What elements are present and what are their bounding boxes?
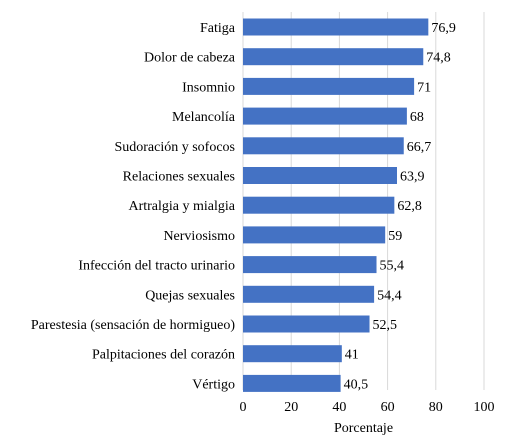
- category-label: Artralgia y mialgia: [128, 199, 235, 214]
- data-label: 74,8: [426, 51, 451, 66]
- category-label: Melancolía: [172, 110, 236, 125]
- bar: [243, 226, 386, 244]
- bar: [243, 256, 377, 274]
- bar: [243, 18, 429, 36]
- bar: [243, 77, 415, 95]
- category-label: Vértigo: [192, 377, 235, 392]
- bar: [243, 345, 342, 363]
- data-label: 63,9: [400, 170, 425, 185]
- category-label: Insomnio: [182, 80, 235, 95]
- data-label: 59: [388, 229, 402, 244]
- data-label: 76,9: [431, 21, 456, 36]
- x-tick-label: 60: [381, 400, 395, 415]
- data-label: 52,5: [373, 318, 398, 333]
- data-label: 40,5: [344, 377, 369, 392]
- x-tick-label: 100: [474, 400, 495, 415]
- x-tick-label: 80: [429, 400, 443, 415]
- category-label: Infección del tracto urinario: [78, 259, 235, 274]
- bar: [243, 167, 397, 184]
- data-label: 55,4: [380, 259, 405, 274]
- category-label: Sudoración y sofocos: [114, 140, 235, 155]
- labels: 0 20 40 60 80 100 Fatiga 76,9 Dolor de cabeza 74,…: [31, 21, 495, 415]
- bar: [243, 48, 424, 66]
- bar: [243, 196, 395, 214]
- x-tick-label: 20: [284, 400, 298, 415]
- x-tick-label: 0: [240, 400, 247, 415]
- data-label: 66,7: [407, 140, 432, 155]
- bar: [243, 137, 404, 155]
- category-label: Fatiga: [200, 21, 236, 36]
- x-tick-label: 40: [332, 400, 346, 415]
- category-label: Parestesia (sensación de hormigueo): [31, 318, 235, 333]
- data-label: 68: [410, 110, 424, 125]
- category-label: Relaciones sexuales: [123, 170, 235, 185]
- data-label: 54,4: [377, 288, 402, 303]
- category-label: Quejas sexuales: [145, 288, 235, 303]
- data-label: 62,8: [397, 199, 422, 214]
- data-label: 71: [417, 80, 431, 95]
- bars: [243, 18, 429, 392]
- bar: [243, 285, 375, 303]
- x-axis-title: Porcentaje: [334, 421, 393, 436]
- bar: [243, 107, 407, 125]
- category-label: Dolor de cabeza: [144, 51, 236, 66]
- bar: [243, 374, 341, 392]
- category-label: Nerviosismo: [163, 229, 235, 244]
- data-label: 41: [345, 348, 359, 363]
- bar: [243, 315, 370, 333]
- category-label: Palpitaciones del corazón: [92, 348, 235, 363]
